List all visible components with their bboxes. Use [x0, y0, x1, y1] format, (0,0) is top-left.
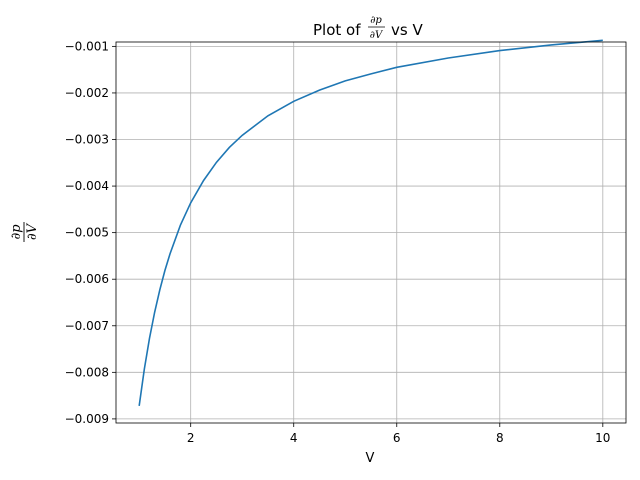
chart-title-frac-denominator: ∂V [370, 30, 384, 41]
y-tick-label: −0.001 [65, 39, 109, 53]
y-tick-label: −0.003 [65, 133, 109, 147]
series-group [138, 39, 603, 406]
chart-title-frac-numerator: ∂p [370, 15, 382, 26]
y-tick-label: −0.005 [65, 226, 109, 240]
y-tick-label: −0.007 [65, 319, 109, 333]
x-axis-label: V [366, 451, 375, 466]
y-axis-label-numerator: ∂p [9, 224, 24, 240]
x-tick-label: 2 [187, 431, 195, 445]
x-axis-ticks: 2 4 6 8 10 [187, 423, 610, 445]
chart-title-prefix: Plot of [313, 21, 361, 39]
grid-lines [116, 42, 626, 423]
y-axis-label-denominator: ∂V [25, 222, 40, 240]
x-tick-label: 4 [290, 431, 298, 445]
chart-title-suffix: vs V [391, 21, 423, 39]
x-tick-label: 8 [496, 431, 504, 445]
chart-title: Plot of ∂p ∂V vs V [313, 15, 423, 41]
y-tick-label: −0.009 [65, 412, 109, 426]
y-axis-label: ∂p ∂V [9, 222, 40, 242]
y-tick-label: −0.008 [65, 365, 109, 379]
y-tick-label: −0.002 [65, 86, 109, 100]
x-tick-label: 6 [393, 431, 401, 445]
series-line [138, 39, 603, 406]
y-tick-label: −0.004 [65, 179, 109, 193]
y-tick-label: −0.006 [65, 272, 109, 286]
y-axis-ticks: −0.009 −0.008 −0.007 −0.006 −0.005 −0.004 −0.0… [65, 39, 116, 426]
x-tick-label: 10 [595, 431, 610, 445]
